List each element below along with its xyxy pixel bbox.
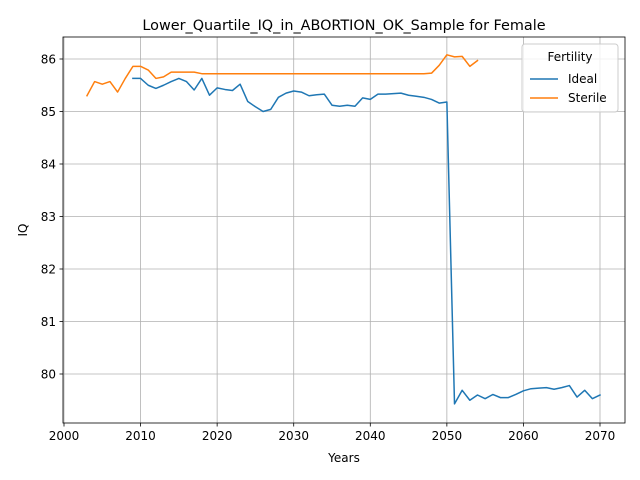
- x-tick-label: 2040: [355, 429, 386, 443]
- x-axis-label: Years: [327, 451, 360, 465]
- x-tick-label: 2010: [125, 429, 156, 443]
- x-tick-label: 2000: [49, 429, 80, 443]
- y-tick-label: 83: [41, 210, 56, 224]
- x-tick-label: 2070: [585, 429, 616, 443]
- x-tick-label: 2050: [432, 429, 463, 443]
- y-tick-label: 86: [41, 52, 56, 66]
- legend-label-sterile: Sterile: [568, 91, 607, 105]
- y-tick-label: 80: [41, 367, 56, 381]
- x-tick-label: 2060: [508, 429, 539, 443]
- y-tick-label: 84: [41, 157, 56, 171]
- legend: Fertility Ideal Sterile: [521, 43, 619, 113]
- plot-frame: [62, 36, 626, 424]
- legend-label-ideal: Ideal: [568, 72, 597, 86]
- y-axis: 80 81 82 83 84 85 86: [41, 52, 63, 381]
- series-layer: [85, 54, 602, 405]
- legend-title: Fertility: [547, 50, 592, 64]
- y-axis-label: IQ: [16, 224, 30, 237]
- y-tick-label: 85: [41, 105, 56, 119]
- legend-box: [521, 43, 619, 113]
- x-tick-label: 2020: [202, 429, 233, 443]
- series-line-sterile: [85, 54, 479, 97]
- x-axis: 2000 2010 2020 2030 2040 2050 2060 2070: [49, 423, 616, 443]
- x-tick-label: 2030: [278, 429, 309, 443]
- chart-title: Lower_Quartile_IQ_in_ABORTION_OK_Sample …: [142, 18, 545, 34]
- y-tick-label: 81: [41, 315, 56, 329]
- series-line-ideal: [132, 77, 602, 405]
- y-tick-label: 82: [41, 262, 56, 276]
